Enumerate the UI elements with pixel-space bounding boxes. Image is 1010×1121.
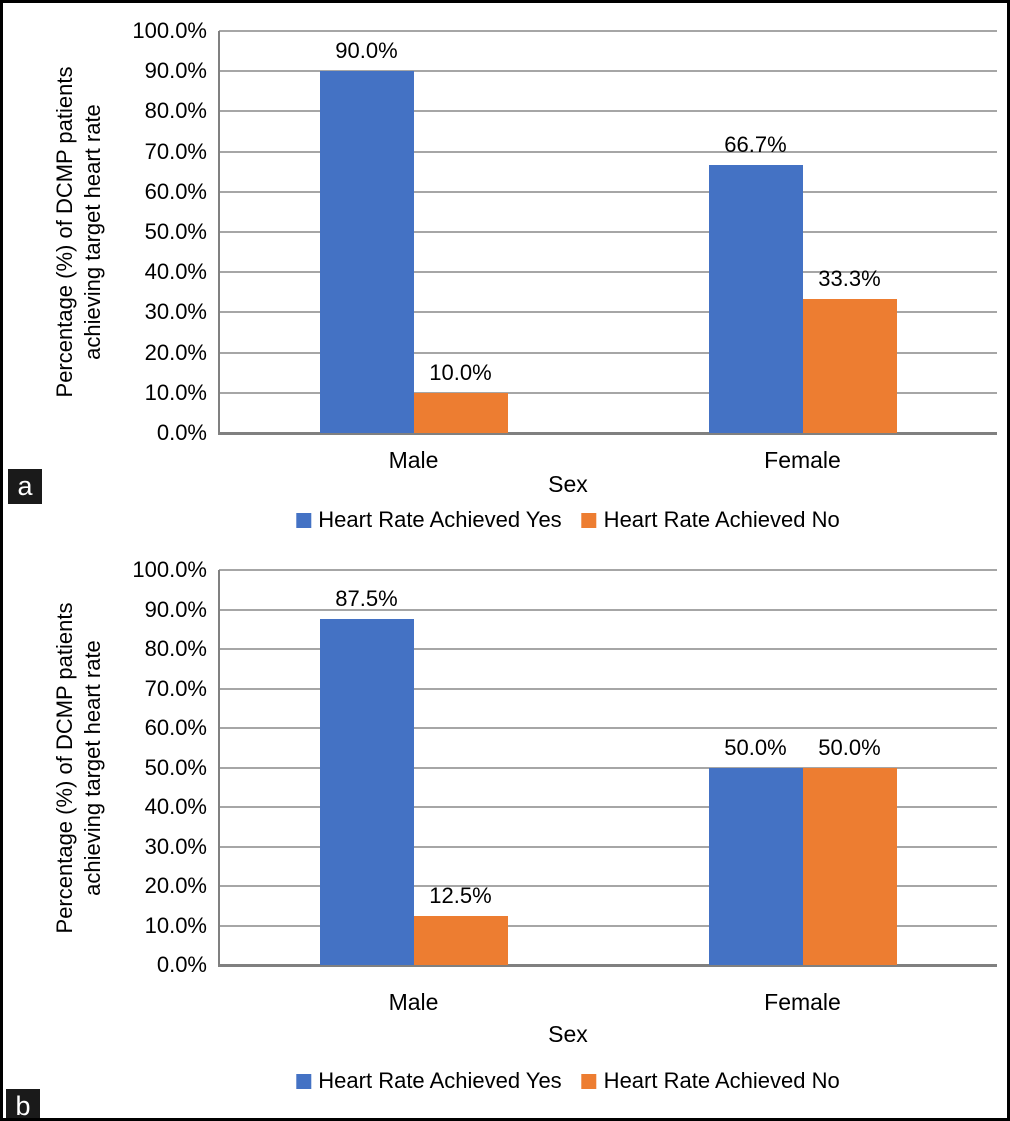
x-axis-title: Sex (548, 471, 588, 497)
chart-a: 0.0% 10.0% 20.0% 30.0% 40.0% 50.0% 60.0% 70.0% 8… (3, 3, 1007, 1118)
y-tick-label: 70.0% (144, 675, 207, 701)
y-tick-label: 100.0% (132, 18, 207, 43)
y-axis-title-line: achieving target heart rate (80, 639, 105, 896)
y-tick-label: 50.0% (144, 219, 207, 244)
x-tick-label-female: Female (764, 447, 841, 473)
legend-swatch-yes (296, 512, 312, 528)
y-tick-label: 70.0% (144, 138, 207, 164)
data-label: 10.0% (429, 359, 492, 385)
panel-label-b: b (6, 1089, 40, 1118)
gridline (219, 271, 997, 274)
y-tick-label: 0.0% (156, 420, 207, 445)
y-tick-label: 40.0% (144, 259, 207, 285)
y-axis-line (218, 570, 220, 967)
x-axis-line (218, 432, 997, 435)
legend-label: Heart Rate Achieved Yes (318, 507, 562, 532)
x-tick-label-male: Male (388, 989, 439, 1015)
y-tick-label: 60.0% (144, 178, 207, 204)
x-tick-label-female: Female (764, 989, 841, 1015)
y-axis-title-line: Percentage (%) of DCMP patients (52, 602, 77, 933)
x-axis-line (218, 964, 997, 967)
legend-item-no: Heart Rate Achieved No (581, 1068, 840, 1094)
legend-swatch-no (581, 1073, 597, 1089)
gridline (219, 845, 997, 848)
y-tick-label: 0.0% (156, 952, 207, 977)
gridline (219, 569, 997, 571)
bar-male-yes (319, 71, 414, 433)
y-tick-label: 60.0% (144, 715, 207, 740)
bar-male-yes (319, 619, 414, 965)
y-tick-label: 20.0% (144, 873, 207, 898)
legend: Heart Rate Achieved Yes Heart Rate Achiev… (296, 507, 840, 533)
y-tick-label: 50.0% (144, 754, 207, 780)
y-tick-label: 30.0% (144, 299, 207, 325)
legend: Heart Rate Achieved Yes Heart Rate Achiev… (296, 1068, 840, 1094)
gridline (219, 766, 997, 769)
gridline (219, 727, 997, 729)
chart-b: 0.0% 10.0% 20.0% 30.0% 40.0% 50.0% 60.0% 70.0% 8… (3, 3, 1007, 1118)
legend-label: Heart Rate Achieved No (603, 1068, 840, 1093)
y-tick-label: 10.0% (144, 912, 207, 938)
bar-male-no (413, 392, 508, 433)
bar-female-yes (708, 767, 803, 965)
y-tick-label: 100.0% (132, 557, 207, 582)
data-label: 66.7% (724, 131, 787, 157)
data-label: 33.3% (818, 266, 881, 292)
y-tick-label: 80.0% (144, 98, 207, 124)
data-label: 90.0% (335, 38, 398, 64)
y-tick-label: 30.0% (144, 833, 207, 859)
data-label: 12.5% (429, 882, 492, 908)
bar-female-yes (708, 164, 803, 433)
legend-item-yes: Heart Rate Achieved Yes (296, 1068, 562, 1094)
y-tick-label: 10.0% (144, 379, 207, 405)
legend-item-no: Heart Rate Achieved No (581, 507, 840, 533)
gridline (219, 311, 997, 314)
bar-female-no (802, 299, 897, 433)
y-axis-line (218, 31, 220, 435)
gridline (219, 885, 997, 887)
bar-female-no (802, 767, 897, 965)
gridline (219, 924, 997, 927)
gridline (219, 70, 997, 73)
y-tick-label: 90.0% (144, 596, 207, 622)
data-label: 50.0% (724, 734, 787, 760)
gridline (219, 110, 997, 113)
bar-male-no (413, 915, 508, 965)
legend-label: Heart Rate Achieved No (603, 507, 840, 532)
data-label: 50.0% (818, 734, 881, 760)
gridline (219, 806, 997, 808)
gridline (219, 190, 997, 193)
legend-item-yes: Heart Rate Achieved Yes (296, 507, 562, 533)
gridline (219, 648, 997, 650)
panel-label-a: a (8, 469, 42, 504)
x-axis-title: Sex (548, 1021, 588, 1047)
y-tick-label: 20.0% (144, 339, 207, 365)
gridline (219, 231, 997, 233)
y-tick-label: 80.0% (144, 636, 207, 661)
gridline (219, 608, 997, 611)
data-label: 87.5% (335, 586, 398, 612)
legend-label: Heart Rate Achieved Yes (318, 1068, 562, 1093)
legend-swatch-yes (296, 1073, 312, 1089)
gridline (219, 30, 997, 32)
x-tick-label-male: Male (388, 447, 439, 473)
legend-swatch-no (581, 512, 597, 528)
gridline (219, 687, 997, 690)
gridline (219, 150, 997, 153)
gridline (219, 351, 997, 354)
y-axis-title: Percentage (%) of DCMP patients achieving… (51, 553, 107, 983)
gridline (219, 391, 997, 394)
y-tick-label: 90.0% (144, 58, 207, 84)
y-tick-label: 40.0% (144, 794, 207, 819)
